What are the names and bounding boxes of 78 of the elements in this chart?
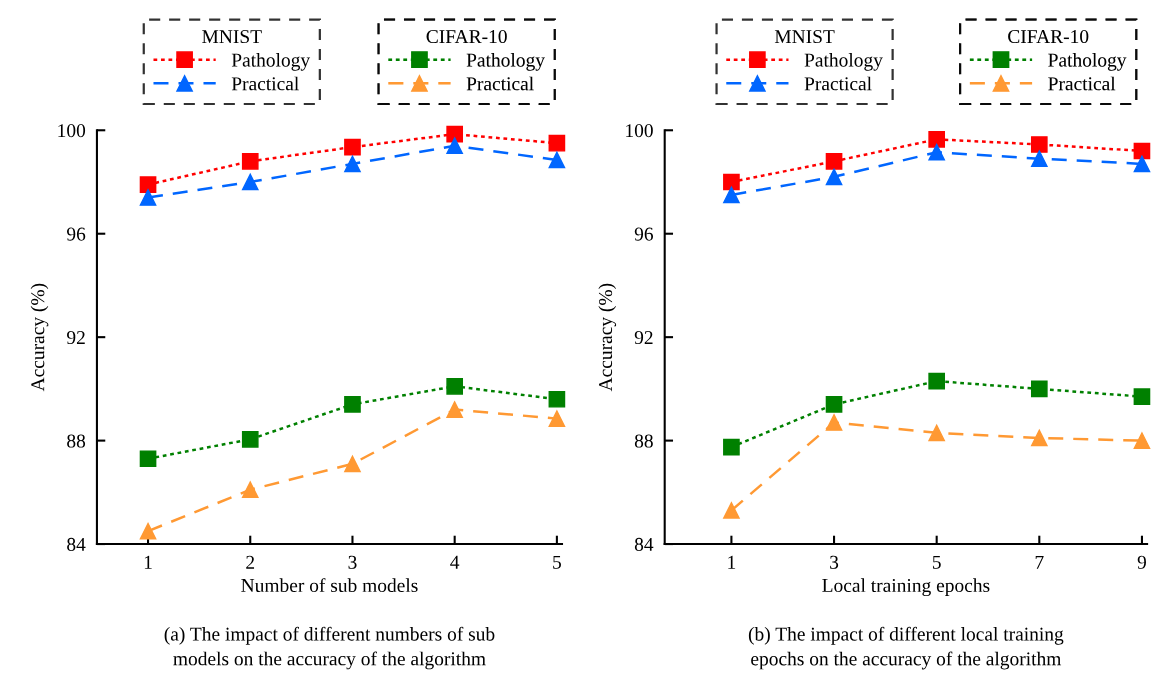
y-tick-label: 88 [67,434,86,448]
point [825,168,843,186]
point [1133,142,1151,160]
x-tick-label: 4 [450,555,460,569]
text: (a) The impact of different numbers of sub models on the accuracy of the algorithm [164,626,495,670]
y-axis-title: Accuracy (%) [598,283,617,392]
point [139,176,157,193]
point [1133,432,1151,449]
x-tick-label: 9 [1137,555,1147,569]
text: CIFAR-10 [1008,29,1089,44]
point [928,372,946,390]
point [241,481,259,499]
text: MNIST [202,30,262,44]
legend-label: Pathology [466,53,545,71]
x-tick-label: 5 [553,555,561,569]
x-tick-label: 2 [246,555,255,569]
x-axis-title: Local training epochs [822,578,990,597]
legend-label: Pathology [1048,53,1127,71]
point [344,455,361,473]
legend-label: Practical [231,76,299,91]
point [825,414,843,431]
point [139,522,157,540]
point [446,137,464,155]
point [241,430,259,448]
x-tick-label: 5 [932,555,941,569]
point [723,186,740,204]
point [548,134,566,152]
point [548,151,566,169]
legend-label: Practical [804,76,872,91]
point [1133,155,1151,173]
point [825,396,843,413]
y-tick-label: 96 [67,227,86,241]
point [1030,136,1048,153]
x-tick-label: 7 [1035,555,1044,569]
point [241,152,259,170]
point [723,438,740,456]
point [928,143,946,161]
y-tick-label: 92 [67,331,85,345]
point [1030,150,1048,168]
y-axis-title: Accuracy (%) [30,283,49,392]
point [723,502,740,519]
point [446,377,464,395]
point [1030,429,1048,447]
point [139,189,157,206]
point [446,125,464,143]
point [344,155,361,173]
legend-label: Pathology [231,53,311,71]
y-tick-label: 96 [634,227,654,241]
x-tick-label: 3 [348,555,357,569]
point [344,396,361,413]
x-tick-label: 1 [144,555,152,569]
point [928,424,946,442]
point [1030,380,1048,398]
x-tick-label: 3 [830,555,839,569]
point [928,130,946,148]
point [446,401,464,418]
y-tick-label: 100 [626,124,653,138]
point [1133,388,1151,405]
legend-label: Practical [466,76,534,91]
point [548,390,566,408]
text: MNIST [774,30,835,44]
y-tick-label: 84 [67,537,86,551]
y-tick-label: 100 [58,124,86,138]
point [723,173,740,191]
point [825,152,843,170]
legend-label: Practical [1048,76,1116,91]
point [344,138,361,156]
legend-label: Pathology [804,53,883,71]
y-tick-label: 84 [634,537,654,551]
point [548,410,566,427]
x-tick-label: 1 [728,555,736,569]
y-tick-label: 92 [634,331,653,345]
point [241,173,259,191]
text: (b) The impact of different local training epochs on the accuracy of the algorithm [748,626,1064,670]
y-tick-label: 88 [634,434,653,448]
text: CIFAR-10 [426,29,507,44]
x-axis-title: Number of sub models [241,578,418,593]
point [139,450,157,468]
